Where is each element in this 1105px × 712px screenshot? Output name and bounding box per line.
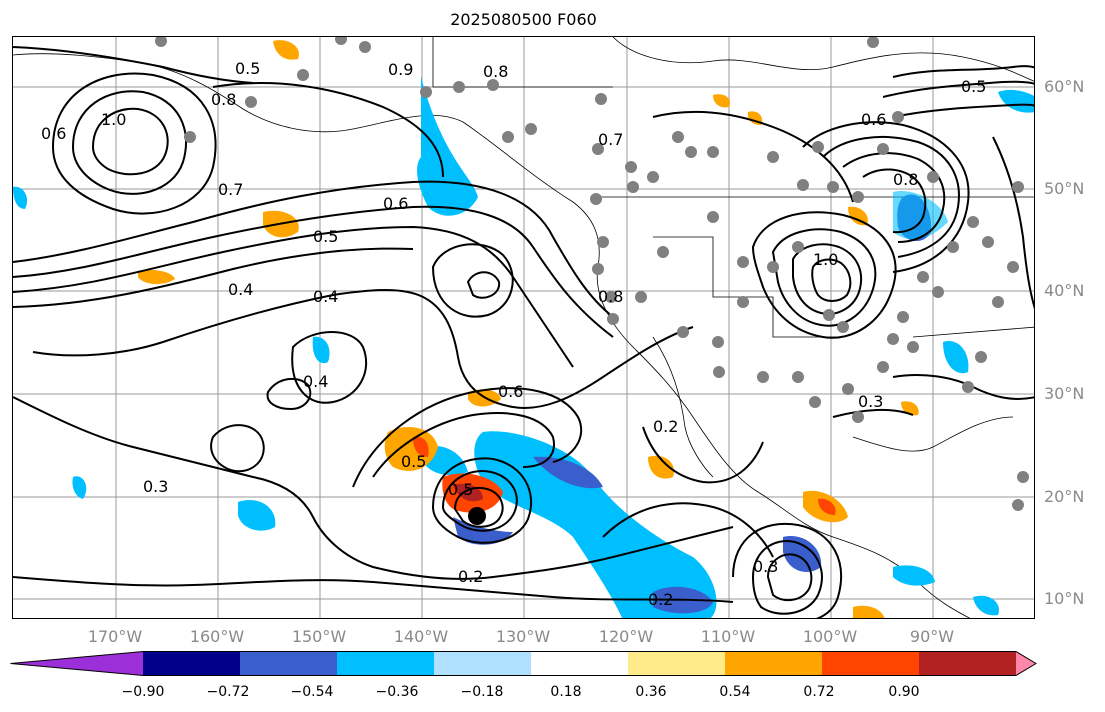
lat-label: 20°N <box>1044 487 1085 506</box>
colorbar-segment <box>919 651 1017 676</box>
colorbar-segment <box>240 651 338 676</box>
contour-label: 1.0 <box>813 250 838 269</box>
colorbar-segments <box>10 651 1036 676</box>
contour-label: 0.5 <box>235 59 260 78</box>
lon-label: 120°W <box>598 627 654 646</box>
map-title: 2025080500 F060 <box>450 10 597 29</box>
colorbar-segment <box>531 651 629 676</box>
contour-label: 0.5 <box>313 227 338 246</box>
map-canvas: 0.5 0.6 1.0 0.8 0.7 0.4 0.3 0.2 0.5 0.6 … <box>13 37 1034 618</box>
lon-label: 130°W <box>495 627 551 646</box>
contour-label: 0.5 <box>448 480 473 499</box>
storm-center-marker <box>468 507 486 525</box>
map-panel: 0.5 0.6 1.0 0.8 0.7 0.4 0.3 0.2 0.5 0.6 … <box>12 36 1035 619</box>
colorbar-tick-label: −0.36 <box>375 684 419 700</box>
colorbar-tick-label: −0.18 <box>460 684 504 700</box>
contour-label: 0.4 <box>228 280 253 299</box>
lon-label: 140°W <box>393 627 449 646</box>
contour-label: 0.6 <box>498 382 523 401</box>
colorbar-tick-label: −0.90 <box>121 684 165 700</box>
lat-label: 50°N <box>1044 179 1085 198</box>
lat-label: 30°N <box>1044 384 1085 403</box>
contour-label: 0.7 <box>218 180 243 199</box>
colorbar-extend-min <box>10 651 143 676</box>
contour-label: 0.2 <box>458 567 483 586</box>
observation-dots <box>155 37 1029 511</box>
lon-label: 160°W <box>189 627 245 646</box>
lon-label: 100°W <box>802 627 858 646</box>
colorbar-segment <box>143 651 241 676</box>
lon-label: 110°W <box>700 627 756 646</box>
colorbar <box>10 651 1037 676</box>
lat-label: 10°N <box>1044 589 1085 608</box>
contour-label: 0.5 <box>401 452 426 471</box>
lat-label: 40°N <box>1044 281 1085 300</box>
contour-label: 0.5 <box>961 77 986 96</box>
colorbar-segment <box>434 651 532 676</box>
lon-label: 90°W <box>909 627 955 646</box>
colorbar-tick-label: 0.18 <box>550 684 582 700</box>
colorbar-tick-label: 0.72 <box>803 684 835 700</box>
contour-label: 0.3 <box>143 477 168 496</box>
contour-label: 0.6 <box>41 124 66 143</box>
contour-label: 0.6 <box>861 110 886 129</box>
colorbar-segment <box>628 651 726 676</box>
contour-label: 0.7 <box>598 130 623 149</box>
colorbar-tick-label: 0.90 <box>888 684 920 700</box>
contour-label: 0.2 <box>648 590 673 609</box>
colorbar-tick-label: −0.54 <box>290 684 334 700</box>
contour-label: 0.4 <box>313 287 338 306</box>
shaded-regions <box>13 40 1034 618</box>
lat-label: 60°N <box>1044 77 1085 96</box>
contour-labels: 0.5 0.6 1.0 0.8 0.7 0.4 0.3 0.2 0.5 0.6 … <box>41 59 986 609</box>
contour-label: 0.8 <box>893 170 918 189</box>
contour-label: 0.2 <box>653 417 678 436</box>
contour-label: 0.6 <box>383 194 408 213</box>
lon-label: 150°W <box>291 627 347 646</box>
colorbar-segment <box>822 651 920 676</box>
contour-label: 0.3 <box>858 392 883 411</box>
colorbar-segment <box>337 651 435 676</box>
contour-label: 1.0 <box>101 110 126 129</box>
contour-label: 0.4 <box>303 372 328 391</box>
colorbar-tick-label: −0.72 <box>206 684 250 700</box>
contour-label: 0.8 <box>483 62 508 81</box>
contour-label: 0.8 <box>598 287 623 306</box>
colorbar-tick-label: 0.36 <box>635 684 667 700</box>
contour-label: 0.9 <box>388 60 413 79</box>
contour-label: 0.3 <box>753 557 778 576</box>
contour-label: 0.8 <box>211 90 236 109</box>
colorbar-segment <box>725 651 823 676</box>
colorbar-extend-max <box>1016 651 1036 676</box>
lon-label: 170°W <box>87 627 143 646</box>
colorbar-tick-label: 0.54 <box>719 684 751 700</box>
